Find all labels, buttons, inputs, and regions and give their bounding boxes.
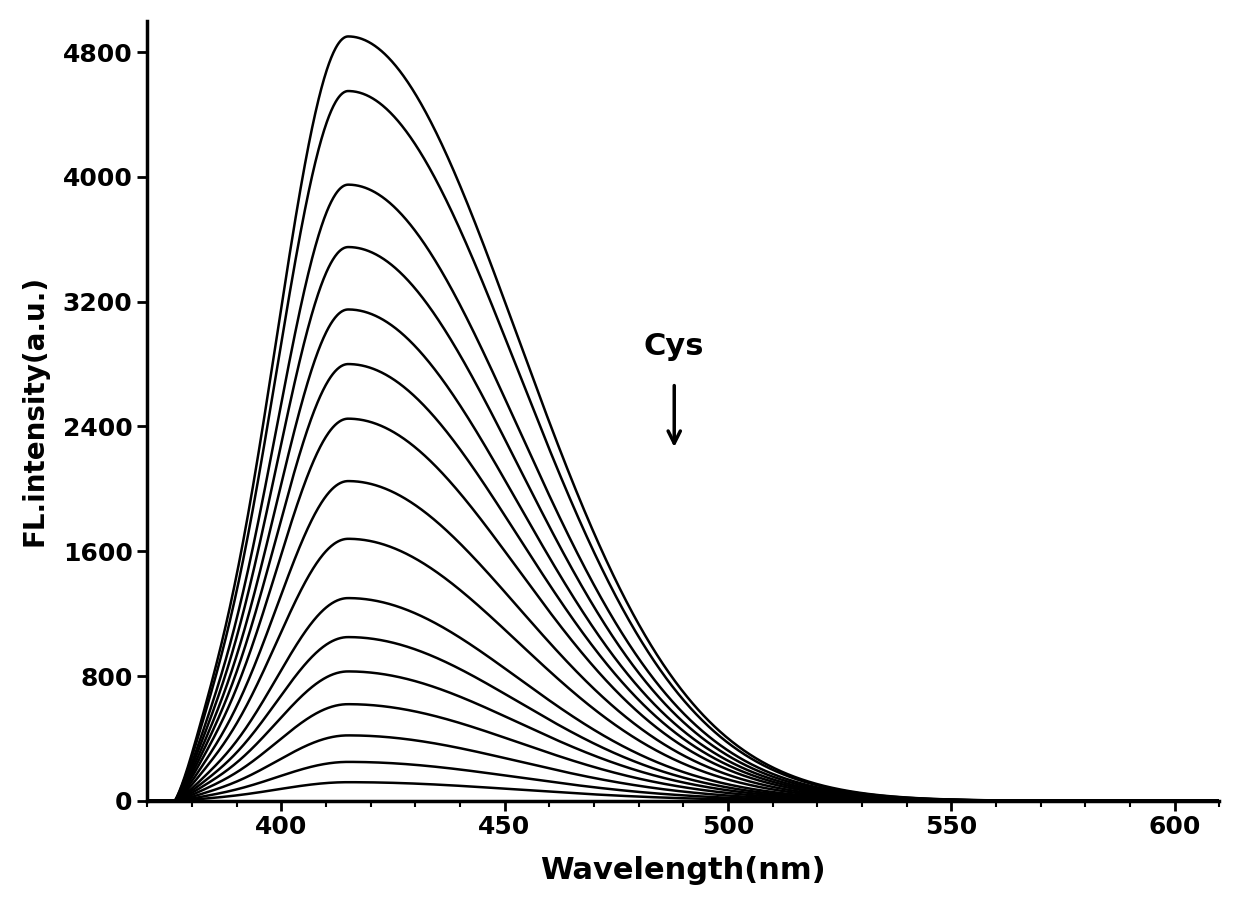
Y-axis label: FL.intensity(a.u.): FL.intensity(a.u.) <box>21 275 48 546</box>
Text: Cys: Cys <box>644 332 704 361</box>
X-axis label: Wavelength(nm): Wavelength(nm) <box>541 856 826 885</box>
